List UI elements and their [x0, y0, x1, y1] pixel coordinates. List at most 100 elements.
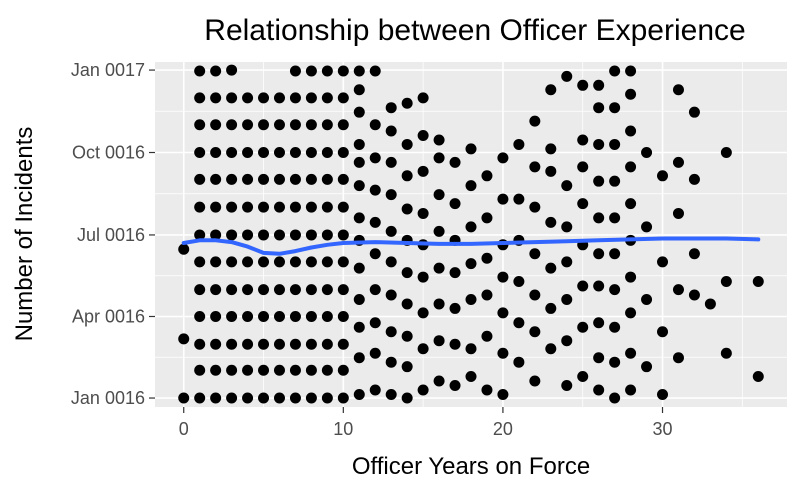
data-point: [242, 310, 254, 322]
data-point: [529, 326, 541, 338]
data-point: [401, 170, 413, 182]
data-point: [353, 65, 365, 77]
data-point: [210, 256, 222, 268]
data-point: [449, 338, 461, 350]
data-point: [641, 147, 653, 159]
data-point: [704, 298, 716, 310]
data-point: [289, 119, 301, 131]
data-point: [289, 392, 301, 404]
data-point: [465, 143, 477, 155]
data-point: [497, 347, 509, 359]
data-point: [273, 364, 285, 376]
data-point: [688, 289, 700, 301]
data-point: [337, 92, 349, 104]
data-point: [210, 284, 222, 296]
data-point: [641, 221, 653, 233]
data-point: [321, 201, 333, 213]
data-point: [194, 364, 206, 376]
data-point: [385, 125, 397, 137]
data-point: [242, 201, 254, 213]
x-axis-title: Officer Years on Force: [352, 453, 590, 480]
data-point: [593, 175, 605, 187]
data-point: [210, 65, 222, 77]
data-point: [513, 276, 525, 288]
data-point: [305, 310, 317, 322]
data-point: [226, 64, 238, 76]
data-point: [194, 256, 206, 268]
data-point: [609, 284, 621, 296]
data-point: [353, 212, 365, 224]
data-point: [497, 307, 509, 319]
data-point: [593, 352, 605, 364]
data-point: [321, 284, 333, 296]
data-point: [321, 92, 333, 104]
data-point: [258, 310, 270, 322]
data-point: [385, 356, 397, 368]
data-point: [752, 276, 764, 288]
data-point: [337, 284, 349, 296]
data-point: [593, 384, 605, 396]
data-point: [273, 147, 285, 159]
data-point: [305, 173, 317, 185]
data-point: [545, 216, 557, 228]
data-point: [273, 173, 285, 185]
data-point: [210, 229, 222, 241]
smooth-trend: [181, 236, 761, 256]
data-point: [385, 189, 397, 201]
data-point: [417, 271, 429, 283]
data-point: [577, 161, 589, 173]
data-point: [369, 65, 381, 77]
data-point: [465, 293, 477, 305]
data-point: [353, 262, 365, 274]
data-point: [465, 343, 477, 355]
data-point: [465, 371, 477, 383]
data-point: [561, 221, 573, 233]
data-point: [625, 161, 637, 173]
data-point: [433, 262, 445, 274]
data-point: [625, 88, 637, 100]
data-point: [289, 256, 301, 268]
data-point: [273, 310, 285, 322]
data-point: [226, 338, 238, 350]
data-point: [545, 143, 557, 155]
data-point: [194, 201, 206, 213]
data-point: [577, 371, 589, 383]
data-point: [401, 392, 413, 404]
data-point: [226, 119, 238, 131]
data-point: [449, 379, 461, 391]
data-point: [609, 356, 621, 368]
data-point: [609, 138, 621, 150]
data-point: [449, 198, 461, 210]
data-point: [433, 375, 445, 387]
data-point: [465, 221, 477, 233]
data-point: [577, 198, 589, 210]
data-point: [194, 173, 206, 185]
data-point: [321, 392, 333, 404]
data-point: [305, 65, 317, 77]
data-point: [242, 173, 254, 185]
data-point: [385, 256, 397, 268]
y-tick-label: Jul 0016: [77, 225, 145, 245]
data-point: [178, 333, 190, 345]
data-point: [178, 392, 190, 404]
data-point: [625, 65, 637, 77]
data-point: [194, 92, 206, 104]
data-point: [625, 125, 637, 137]
data-point: [385, 326, 397, 338]
data-point: [321, 229, 333, 241]
data-point: [289, 201, 301, 213]
data-point: [258, 92, 270, 104]
data-point: [226, 364, 238, 376]
data-point: [242, 229, 254, 241]
data-point: [305, 392, 317, 404]
y-tick-label: Jan 0016: [71, 388, 145, 408]
data-point: [401, 330, 413, 342]
data-point: [305, 364, 317, 376]
data-point: [242, 338, 254, 350]
x-axis: 0 10 20 30: [179, 407, 673, 439]
data-point: [194, 65, 206, 77]
data-point: [273, 229, 285, 241]
data-point: [178, 243, 190, 255]
x-tick-label: 10: [333, 419, 353, 439]
data-point: [688, 173, 700, 185]
